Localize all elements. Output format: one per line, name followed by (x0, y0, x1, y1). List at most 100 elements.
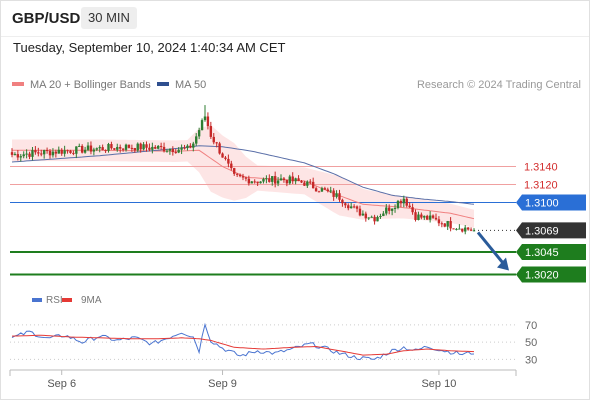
candle-body (162, 146, 166, 152)
candle (75, 146, 78, 159)
candle-body (19, 156, 22, 158)
candle (464, 225, 467, 235)
candle (142, 142, 145, 151)
candle-body (148, 147, 151, 150)
candle-body (233, 168, 236, 174)
candle (273, 171, 277, 188)
candle (311, 177, 315, 189)
candle-body (127, 144, 131, 148)
candle (136, 142, 139, 152)
candle (323, 186, 327, 190)
candle (259, 181, 262, 184)
candle-body (130, 147, 134, 149)
candle-body (428, 215, 432, 220)
candle-body (472, 230, 476, 232)
candle (45, 147, 49, 154)
candle (332, 188, 335, 201)
price-tag-1.3069: 1.3069 (516, 222, 586, 239)
time-tick-label: Sep 6 (47, 378, 76, 390)
candle-body (235, 173, 239, 175)
candle (300, 179, 303, 184)
candle-body (183, 147, 186, 149)
candle (455, 228, 458, 231)
candle-body (399, 200, 403, 204)
candle-body (349, 206, 353, 209)
candle-body (133, 148, 137, 151)
candle-body (306, 181, 309, 186)
candle (95, 147, 98, 152)
candle (253, 179, 256, 184)
candle-body (203, 116, 207, 121)
candle-body (332, 190, 335, 197)
candle (428, 211, 432, 223)
candle-body (145, 144, 148, 148)
price-tag-text: 1.3020 (525, 270, 559, 282)
candle (291, 172, 294, 184)
candle-body (159, 145, 163, 147)
candle (411, 203, 414, 215)
candle-body (75, 146, 78, 154)
candle-body (83, 149, 87, 153)
candle (367, 217, 370, 221)
candle (127, 144, 131, 149)
candle (171, 146, 175, 156)
candle (288, 174, 291, 185)
candle (420, 212, 423, 220)
candle (13, 152, 17, 156)
legend-swatch-ma50 (157, 82, 169, 87)
candle (306, 180, 309, 188)
candle-body (294, 178, 297, 182)
candle (376, 215, 379, 222)
candle-body (259, 181, 262, 184)
candle (124, 143, 128, 152)
candle-body (370, 216, 373, 218)
legend-label-ma20: MA 20 + Bollinger Bands (30, 79, 151, 91)
candle-body (16, 154, 20, 158)
candle (379, 213, 382, 219)
price-tag-text: 1.3140 (524, 162, 558, 174)
candle-body (28, 153, 31, 157)
price-tag-box (516, 194, 586, 211)
candle-body (230, 163, 233, 169)
candle-body (92, 149, 96, 152)
candle (431, 214, 435, 219)
candle (402, 195, 406, 208)
candle (344, 202, 347, 209)
candle-body (25, 153, 28, 155)
candle-body (390, 208, 394, 211)
candle (110, 141, 113, 150)
candle-body (10, 152, 14, 155)
candle (139, 142, 142, 153)
candle (162, 142, 166, 153)
rsi-ma-legend-label: 9MA (81, 295, 102, 306)
candle (297, 175, 300, 182)
rsi-legend-label: RSI (46, 295, 63, 306)
candle (326, 187, 329, 193)
candle-body (157, 145, 160, 149)
candle (426, 214, 429, 220)
candle-body (13, 154, 17, 156)
candle-body (40, 153, 43, 155)
candle-body (271, 176, 274, 182)
candle-body (402, 198, 406, 204)
candle-body (367, 217, 370, 219)
candle-body (48, 150, 52, 156)
candle-body (124, 144, 128, 150)
candle (98, 145, 101, 153)
candle (180, 144, 183, 155)
candle-body (440, 223, 444, 225)
candle-body (382, 213, 385, 217)
candle-body (326, 189, 329, 192)
candle-body (373, 216, 376, 222)
candle (408, 202, 411, 208)
candle-body (171, 148, 175, 153)
candle (116, 143, 119, 152)
candle (31, 146, 34, 161)
candles (10, 105, 476, 235)
candle-body (180, 147, 183, 150)
candle (227, 154, 230, 168)
timeframe-selector[interactable]: 30 MIN (81, 7, 137, 29)
candle (60, 148, 63, 156)
candle (151, 142, 154, 154)
